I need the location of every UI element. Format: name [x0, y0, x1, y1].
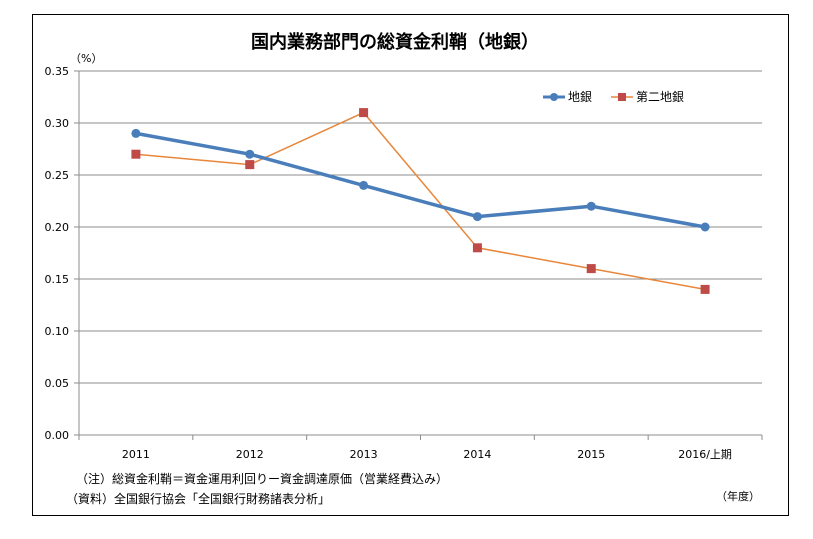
data-point-chigin [359, 180, 369, 190]
y-tick-label: 0.30 [45, 117, 70, 130]
y-tick-label: 0.35 [45, 65, 70, 78]
legend-label-daini-chigin: 第二地銀 [636, 90, 684, 104]
axes [74, 70, 763, 440]
data-point-daini-chigin [472, 243, 482, 253]
chart-frame [32, 14, 789, 516]
x-tick-label: 2015 [577, 448, 605, 461]
data-point-daini-chigin [700, 284, 710, 294]
y-tick-labels: 0.00 0.05 0.10 0.15 0.20 0.25 0.30 0.35 [45, 65, 70, 442]
x-tick-label: 2016/上期 [678, 448, 732, 461]
data-point-daini-chigin [586, 264, 596, 274]
data-point-chigin [245, 149, 255, 159]
legend: 地銀 第二地銀 [543, 90, 684, 104]
y-tick-label: 0.00 [45, 429, 70, 442]
note-line: （注）総資金利鞘＝資金運用利回りー資金調達原価（営業経費込み） [76, 471, 448, 486]
y-tick-label: 0.05 [45, 377, 70, 390]
source-line: （資料）全国銀行協会「全国銀行財務諸表分析」 [66, 491, 330, 506]
data-point-daini-chigin [359, 108, 369, 118]
x-tick-label: 2012 [236, 448, 264, 461]
y-tick-label: 0.15 [45, 273, 70, 286]
legend-marker-daini-chigin [618, 93, 626, 101]
data-point-chigin [472, 212, 482, 222]
x-tick-label: 2013 [350, 448, 378, 461]
data-point-chigin [131, 128, 141, 138]
y-tick-label: 0.20 [45, 221, 70, 234]
y-axis-unit: （%） [70, 52, 102, 65]
data-point-daini-chigin [131, 149, 141, 159]
y-tick-label: 0.10 [45, 325, 70, 338]
gridlines [79, 70, 762, 384]
series-line-daini-chigin [135, 111, 706, 291]
data-point-daini-chigin [245, 160, 255, 170]
x-axis-unit: （年度） [716, 489, 760, 503]
series-group [131, 108, 710, 294]
x-tick-labels: 2011 2012 2013 2014 2015 2016/上期 [122, 448, 732, 461]
chart-title: 国内業務部門の総資金利鞘（地銀） [251, 31, 539, 53]
series-line-chigin [135, 131, 706, 229]
legend-label-chigin: 地銀 [568, 90, 592, 104]
legend-marker-chigin [550, 93, 558, 101]
x-tick-label: 2011 [122, 448, 150, 461]
data-point-chigin [700, 222, 710, 232]
x-tick-label: 2014 [463, 448, 491, 461]
data-point-chigin [586, 201, 596, 211]
y-tick-label: 0.25 [45, 169, 70, 182]
